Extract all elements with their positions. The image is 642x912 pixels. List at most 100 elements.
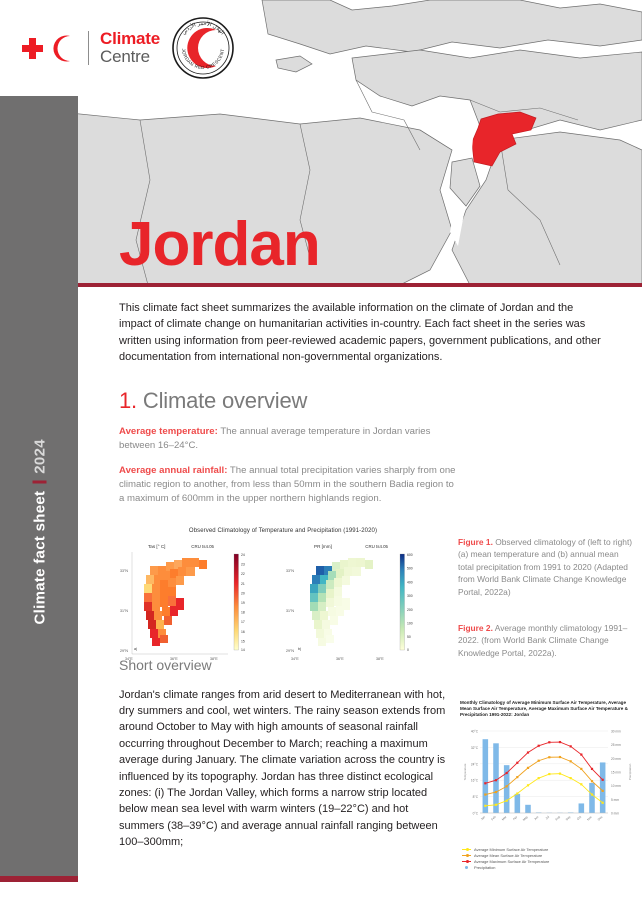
svg-text:15 mm: 15 mm (611, 770, 621, 774)
svg-text:0°C: 0°C (473, 811, 479, 815)
svg-text:14: 14 (241, 648, 245, 652)
fact-key: Average temperature: (119, 425, 218, 437)
legend-item-max-temp: Average Maximum Surface Air Temperature (462, 859, 638, 865)
svg-text:Jan: Jan (480, 814, 486, 820)
svg-text:38°E: 38°E (210, 657, 218, 661)
svg-text:15: 15 (241, 639, 245, 643)
fact-average-annual-rainfall: Average annual rainfall: The annual tota… (119, 464, 459, 507)
svg-text:36°E: 36°E (336, 657, 344, 661)
svg-text:20 mm: 20 mm (611, 756, 621, 760)
caption-lead: Figure 2. (458, 623, 493, 634)
legend-item-mean-temp: Average Mean Surface Air Temperature (462, 853, 638, 859)
legend-swatch-red (462, 860, 471, 864)
svg-text:Feb: Feb (490, 814, 497, 821)
legend-item-precipitation: Precipitation (462, 865, 638, 871)
section-1-title: Climate overview (142, 387, 308, 413)
svg-text:200: 200 (407, 608, 413, 612)
svg-text:24: 24 (241, 553, 245, 557)
logo-divider (88, 31, 89, 65)
svg-text:21: 21 (241, 582, 245, 586)
intro-paragraph: This climate fact sheet summarizes the a… (119, 302, 601, 364)
svg-text:30 mm: 30 mm (611, 729, 621, 733)
fact-value: The annual average temperature in Jordan… (119, 425, 431, 451)
legend-label: Average Mean Surface Air Temperature (474, 852, 543, 858)
svg-text:33°N: 33°N (286, 569, 294, 573)
svg-text:50: 50 (407, 635, 411, 639)
figure-2-title: Monthly Climatology of Average Minimum S… (460, 700, 628, 718)
svg-text:Apr: Apr (512, 814, 518, 820)
legend-swatch-orange (462, 854, 471, 858)
figure-2-caption: Figure 2. Average monthly climatology 19… (458, 622, 634, 659)
svg-text:40°C: 40°C (471, 729, 479, 733)
caption-text: Average monthly climatology 1991–2022. (… (458, 623, 628, 658)
svg-text:Mar: Mar (501, 814, 507, 820)
legend-label: Average Maximum Surface Air Temperature (474, 858, 550, 864)
short-overview-heading: Short overview (119, 656, 212, 673)
red-crescent-icon (53, 35, 70, 62)
svg-text:34°E: 34°E (291, 657, 299, 661)
svg-text:23: 23 (241, 563, 245, 567)
red-cross-crescent-mark (22, 31, 76, 65)
fact-value: The annual total precipitation varies sh… (119, 465, 456, 505)
svg-text:Jul: Jul (544, 814, 550, 820)
brand-centre: Centre (100, 47, 150, 66)
svg-text:29°N: 29°N (120, 649, 128, 653)
monthly-climatology-chart: 0°C 8°C 16°C 24°C 32°C 40°C 0 mm 5 mm 10 mm 15 mm… (463, 729, 632, 821)
svg-text:38°E: 38°E (376, 657, 384, 661)
svg-text:Aug: Aug (554, 814, 561, 821)
legend-label: Average Minimum Surface Air Temperature (474, 846, 549, 852)
svg-text:29°N: 29°N (286, 649, 294, 653)
svg-text:10 mm: 10 mm (611, 784, 621, 788)
figure-1-title: Observed Climatology of Temperature and … (188, 528, 378, 534)
svg-text:May: May (522, 814, 529, 821)
svg-text:b): b) (298, 647, 301, 651)
svg-text:5 mm: 5 mm (611, 797, 619, 801)
content-area: This climate fact sheet summarizes the a… (119, 300, 619, 851)
legend-swatch-yellow (462, 848, 471, 852)
svg-text:300: 300 (407, 594, 413, 598)
svg-text:31°N: 31°N (120, 609, 128, 613)
short-overview-body: Jordan's climate ranges from arid desert… (119, 688, 446, 849)
svg-text:600: 600 (407, 553, 413, 557)
svg-text:31°N: 31°N (286, 609, 294, 613)
svg-text:0: 0 (407, 648, 409, 652)
svg-text:PR [mm]: PR [mm] (314, 544, 332, 549)
svg-text:CRU ts4.05: CRU ts4.05 (191, 544, 214, 549)
svg-text:Oct: Oct (576, 814, 582, 820)
svg-text:Dec: Dec (597, 814, 604, 821)
caption-column: Figure 1. Observed climatology of (left … (458, 536, 634, 659)
svg-text:8°C: 8°C (473, 795, 479, 799)
svg-text:Precipitation: Precipitation (628, 763, 632, 780)
section-1-number: 1. (119, 387, 137, 413)
svg-text:20: 20 (241, 591, 245, 595)
left-sidebar: Climate fact sheet 2024 (0, 96, 78, 876)
svg-text:16: 16 (241, 630, 245, 634)
svg-text:25 mm: 25 mm (611, 743, 621, 747)
page-title: Jordan (119, 210, 321, 279)
svg-text:24°C: 24°C (471, 762, 479, 766)
svg-text:33°N: 33°N (120, 569, 128, 573)
svg-text:16°C: 16°C (471, 778, 479, 782)
figure-2: Monthly Climatology of Average Minimum S… (458, 700, 638, 872)
sidebar-year: 2024 (31, 439, 49, 474)
caption-lead: Figure 1. (458, 537, 493, 547)
sidebar-bottom-rule (0, 876, 78, 882)
legend-swatch-blue (465, 866, 468, 870)
svg-text:500: 500 (407, 567, 413, 571)
legend-item-min-temp: Average Minimum Surface Air Temperature (462, 847, 638, 853)
jordan-red-crescent-seal: الهلال الأحمر الأردني JORDAN RED CRESCEN… (172, 17, 234, 79)
fact-average-temperature: Average temperature: The annual average … (119, 425, 459, 453)
title-rule (78, 283, 642, 287)
fact-key: Average annual rainfall: (119, 465, 228, 477)
svg-text:32°C: 32°C (471, 746, 479, 750)
sidebar-label: Climate fact sheet 2024 (31, 185, 49, 624)
svg-text:Temperature: Temperature (463, 763, 467, 780)
svg-text:Jun: Jun (533, 814, 539, 820)
svg-text:CRU ts4.05: CRU ts4.05 (365, 544, 388, 549)
svg-text:18: 18 (241, 611, 245, 615)
svg-text:400: 400 (407, 580, 413, 584)
svg-text:0 mm: 0 mm (611, 811, 619, 815)
figure-1: Observed Climatology of Temperature and … (118, 528, 448, 676)
svg-text:17: 17 (241, 620, 245, 624)
sidebar-separator (32, 480, 47, 484)
